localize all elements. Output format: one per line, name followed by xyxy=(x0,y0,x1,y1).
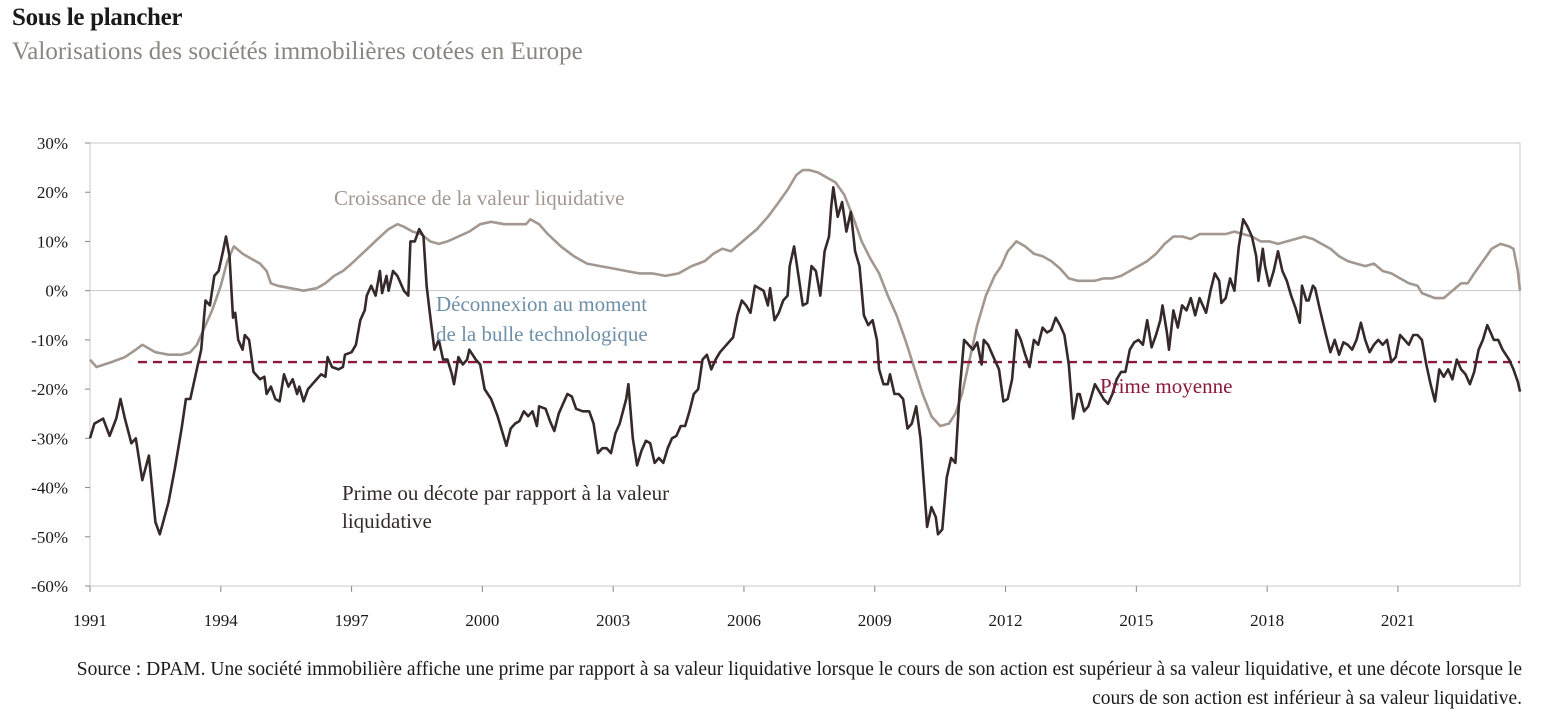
y-tick-labels: 30% 20% 10% 0% -10% -20% -30% -40% -50% -60% xyxy=(31,134,68,596)
y-tick-label: -10% xyxy=(31,331,68,350)
y-tick-label: 10% xyxy=(37,232,68,251)
y-tick-label: -30% xyxy=(31,429,68,448)
chart-area: 30% 20% 10% 0% -10% -20% -30% -40% -50% -60% 1991… xyxy=(31,134,1522,630)
plot-frame xyxy=(89,142,1521,587)
average-premium-label: Prime moyenne xyxy=(1100,374,1232,398)
premium-discount-line xyxy=(88,186,1522,536)
source-note: Source : DPAM. Une société immobilière a… xyxy=(76,659,1522,709)
chart-axes xyxy=(85,142,1521,592)
x-tick-label: 2003 xyxy=(596,611,630,630)
chart-subtitle: Valorisations des sociétés immobilières … xyxy=(12,38,583,65)
y-tick-label: -20% xyxy=(31,380,68,399)
premium-annotation-line2: liquidative xyxy=(342,509,432,533)
nav-growth-annotation: Croissance de la valeur liquidative xyxy=(334,186,624,210)
chart-title: Sous le plancher xyxy=(12,4,183,31)
x-tick-label: 2009 xyxy=(858,611,892,630)
x-tick-label: 1997 xyxy=(335,611,370,630)
x-tick-label: 2000 xyxy=(465,611,499,630)
chart-lines xyxy=(88,168,1522,536)
y-tick-label: -40% xyxy=(31,479,68,498)
bubble-annotation-line1: Déconnexion au moment xyxy=(436,292,647,316)
x-tick-label: 2018 xyxy=(1250,611,1284,630)
x-tick-label: 2021 xyxy=(1381,611,1415,630)
y-tick-label: 0% xyxy=(45,282,68,301)
y-tick-label: 20% xyxy=(37,183,68,202)
x-tick-label: 2015 xyxy=(1119,611,1153,630)
x-tick-label: 2012 xyxy=(989,611,1023,630)
x-tick-labels: 1991 1994 1997 2000 2003 2006 2009 2012 2015 2018… xyxy=(73,611,1415,630)
y-tick-label: -60% xyxy=(31,577,68,596)
y-tick-label: -50% xyxy=(31,528,68,547)
x-tick-label: 1991 xyxy=(73,611,107,630)
premium-annotation-line1: Prime ou décote par rapport à la valeur xyxy=(342,481,669,505)
y-tick-label: 30% xyxy=(37,134,68,153)
bubble-annotation-line2: de la bulle technologique xyxy=(436,322,648,346)
nav-growth-line xyxy=(89,168,1522,428)
x-tick-label: 2006 xyxy=(727,611,761,630)
x-tick-label: 1994 xyxy=(204,611,239,630)
